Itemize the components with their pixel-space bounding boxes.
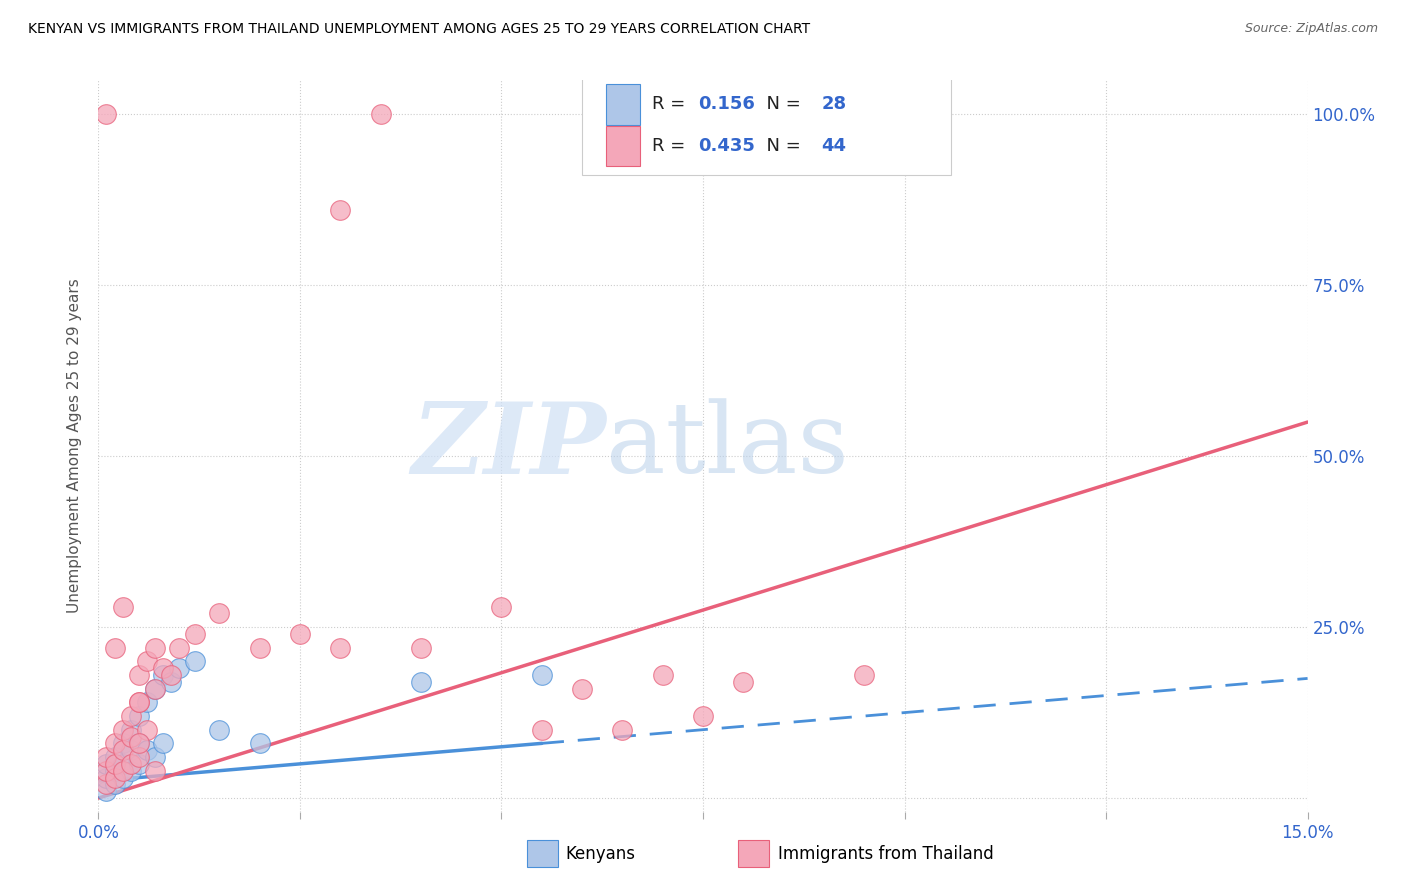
Point bbox=[135, 654, 157, 668]
Point bbox=[96, 784, 118, 798]
Point bbox=[103, 750, 125, 764]
Text: 28: 28 bbox=[821, 95, 846, 113]
Point bbox=[409, 640, 432, 655]
Point bbox=[651, 668, 673, 682]
Point bbox=[103, 777, 125, 791]
Text: R =: R = bbox=[652, 95, 692, 113]
Point bbox=[160, 668, 183, 682]
Text: ZIP: ZIP bbox=[412, 398, 606, 494]
Point bbox=[135, 723, 157, 737]
Point bbox=[143, 750, 166, 764]
Point bbox=[111, 723, 134, 737]
Point bbox=[249, 640, 271, 655]
Point bbox=[491, 599, 513, 614]
Point bbox=[128, 736, 150, 750]
Point bbox=[120, 756, 142, 771]
Point bbox=[111, 756, 134, 771]
Point bbox=[167, 661, 190, 675]
Point bbox=[128, 709, 150, 723]
Point bbox=[167, 640, 190, 655]
Point bbox=[111, 764, 134, 778]
Point bbox=[96, 756, 118, 771]
Point bbox=[96, 777, 118, 791]
Point bbox=[128, 736, 150, 750]
FancyBboxPatch shape bbox=[582, 77, 950, 176]
Point bbox=[128, 668, 150, 682]
Point bbox=[96, 107, 118, 121]
Point bbox=[120, 764, 142, 778]
Point bbox=[103, 756, 125, 771]
Point bbox=[143, 764, 166, 778]
Point bbox=[103, 640, 125, 655]
Point bbox=[184, 654, 207, 668]
Point bbox=[111, 736, 134, 750]
Point bbox=[733, 674, 755, 689]
Point bbox=[152, 736, 174, 750]
Point bbox=[184, 627, 207, 641]
Text: 0.156: 0.156 bbox=[699, 95, 755, 113]
Point bbox=[288, 627, 311, 641]
FancyBboxPatch shape bbox=[606, 126, 640, 166]
Point bbox=[370, 107, 392, 121]
Point bbox=[103, 736, 125, 750]
Text: 44: 44 bbox=[821, 137, 846, 155]
Point bbox=[135, 743, 157, 757]
Point bbox=[152, 668, 174, 682]
Point bbox=[128, 750, 150, 764]
Text: Kenyans: Kenyans bbox=[565, 845, 636, 863]
Point bbox=[96, 750, 118, 764]
Point bbox=[135, 695, 157, 709]
Point bbox=[120, 709, 142, 723]
Text: N =: N = bbox=[755, 95, 807, 113]
Point bbox=[96, 771, 118, 785]
Point bbox=[120, 743, 142, 757]
Point bbox=[152, 661, 174, 675]
Point bbox=[853, 668, 876, 682]
FancyBboxPatch shape bbox=[606, 85, 640, 125]
Point bbox=[128, 695, 150, 709]
Point bbox=[409, 674, 432, 689]
Point bbox=[120, 730, 142, 744]
Text: R =: R = bbox=[652, 137, 692, 155]
Point bbox=[208, 607, 231, 621]
Text: KENYAN VS IMMIGRANTS FROM THAILAND UNEMPLOYMENT AMONG AGES 25 TO 29 YEARS CORREL: KENYAN VS IMMIGRANTS FROM THAILAND UNEMP… bbox=[28, 22, 810, 37]
Point bbox=[143, 640, 166, 655]
Point bbox=[111, 599, 134, 614]
Point bbox=[249, 736, 271, 750]
Y-axis label: Unemployment Among Ages 25 to 29 years: Unemployment Among Ages 25 to 29 years bbox=[67, 278, 83, 614]
Point bbox=[96, 764, 118, 778]
Point bbox=[530, 723, 553, 737]
Text: N =: N = bbox=[755, 137, 807, 155]
Point bbox=[530, 668, 553, 682]
Text: 0.435: 0.435 bbox=[699, 137, 755, 155]
Text: atlas: atlas bbox=[606, 398, 849, 494]
Point bbox=[128, 756, 150, 771]
Point bbox=[111, 771, 134, 785]
Point bbox=[692, 709, 714, 723]
Point bbox=[612, 723, 634, 737]
Text: Immigrants from Thailand: Immigrants from Thailand bbox=[778, 845, 993, 863]
Point bbox=[329, 640, 352, 655]
Text: Source: ZipAtlas.com: Source: ZipAtlas.com bbox=[1244, 22, 1378, 36]
Point bbox=[128, 695, 150, 709]
Point bbox=[120, 723, 142, 737]
Point bbox=[143, 681, 166, 696]
Point bbox=[571, 681, 593, 696]
Point bbox=[143, 681, 166, 696]
Point bbox=[111, 743, 134, 757]
Point bbox=[160, 674, 183, 689]
Point bbox=[329, 203, 352, 218]
Point bbox=[103, 764, 125, 778]
Point bbox=[208, 723, 231, 737]
Point bbox=[103, 771, 125, 785]
